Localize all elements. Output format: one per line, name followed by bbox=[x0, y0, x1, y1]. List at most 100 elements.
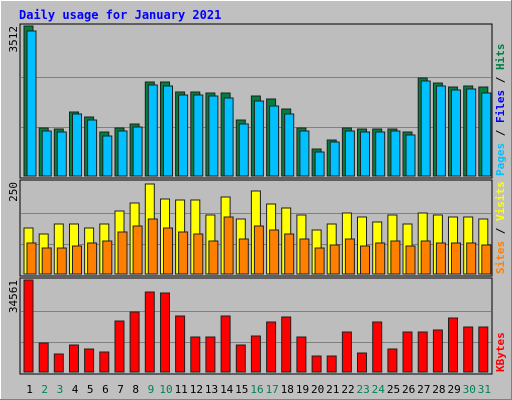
bar-sites-day-18 bbox=[284, 233, 295, 275]
bar-layer bbox=[23, 25, 492, 373]
bar-pages-day-13 bbox=[208, 95, 219, 177]
day-label-26: 26 bbox=[402, 383, 415, 396]
bar-sites-day-19 bbox=[299, 238, 310, 275]
bar-kbytes-day-22 bbox=[341, 331, 352, 373]
day-label-20: 20 bbox=[311, 383, 324, 396]
day-label-25: 25 bbox=[387, 383, 400, 396]
bar-pages-day-23 bbox=[360, 131, 370, 177]
day-label-3: 3 bbox=[57, 383, 64, 396]
bar-sites-day-29 bbox=[451, 242, 461, 275]
bar-sites-day-15 bbox=[238, 238, 249, 275]
bar-sites-day-6 bbox=[102, 240, 113, 275]
day-labels: 1 2 3 4 5 6 7 8 9 10 11 12 13 14 15 16 17 18 19 20 21 22 23 24 2… bbox=[26, 383, 491, 396]
bar-pages-day-2 bbox=[41, 130, 52, 177]
day-label-30: 30 bbox=[463, 383, 476, 396]
bar-sites-day-24 bbox=[375, 242, 386, 275]
bar-pages-day-5 bbox=[87, 119, 98, 177]
bar-kbytes-day-5 bbox=[84, 348, 95, 373]
bar-pages-day-12 bbox=[193, 94, 204, 177]
bar-kbytes-day-29 bbox=[448, 317, 458, 373]
bar-kbytes-day-11 bbox=[175, 315, 186, 373]
bar-pages-day-17 bbox=[269, 105, 280, 177]
bar-kbytes-day-25 bbox=[387, 348, 398, 373]
bar-kbytes-day-21 bbox=[326, 355, 337, 373]
bar-pages-day-28 bbox=[435, 85, 446, 177]
bar-sites-day-9 bbox=[147, 218, 158, 275]
bar-kbytes-day-23 bbox=[357, 352, 367, 373]
day-label-7: 7 bbox=[117, 383, 124, 396]
bar-sites-day-11 bbox=[178, 231, 189, 275]
chart-title: Daily usage for January 2021 bbox=[19, 8, 221, 22]
bar-pages-day-7 bbox=[117, 130, 128, 177]
top-panel-max-label: 3512 bbox=[7, 26, 20, 53]
bar-sites-day-8 bbox=[132, 225, 143, 275]
day-label-19: 19 bbox=[296, 383, 309, 396]
bar-sites-day-14 bbox=[223, 216, 234, 275]
bar-sites-day-31 bbox=[481, 244, 492, 275]
legend-bot: KBytes bbox=[494, 332, 507, 372]
legend-visits: Visits bbox=[494, 181, 507, 221]
bar-sites-day-27 bbox=[420, 240, 431, 275]
bar-sites-day-25 bbox=[390, 240, 401, 275]
bar-sites-day-17 bbox=[269, 229, 280, 275]
day-label-15: 15 bbox=[235, 383, 248, 396]
day-label-5: 5 bbox=[87, 383, 94, 396]
bar-sites-day-7 bbox=[117, 231, 128, 275]
bar-pages-day-31 bbox=[481, 92, 492, 177]
bar-kbytes-day-15 bbox=[235, 344, 246, 373]
bar-sites-day-10 bbox=[163, 227, 173, 275]
bar-sites-day-21 bbox=[329, 244, 340, 275]
day-label-6: 6 bbox=[102, 383, 109, 396]
bar-kbytes-day-27 bbox=[417, 331, 428, 373]
day-label-22: 22 bbox=[341, 383, 354, 396]
day-label-24: 24 bbox=[372, 383, 386, 396]
bar-pages-day-29 bbox=[451, 89, 461, 177]
day-label-27: 27 bbox=[417, 383, 430, 396]
legend-sep-2: / bbox=[494, 76, 507, 83]
bar-sites-day-22 bbox=[344, 238, 355, 275]
bar-pages-day-6 bbox=[102, 135, 113, 177]
bar-kbytes-day-14 bbox=[220, 315, 231, 373]
bar-sites-day-28 bbox=[435, 242, 446, 275]
bar-sites-day-26 bbox=[405, 245, 416, 275]
bar-kbytes-day-4 bbox=[69, 344, 79, 373]
bar-sites-day-5 bbox=[87, 242, 98, 275]
bar-kbytes-day-16 bbox=[250, 335, 261, 373]
legend-pages: Pages bbox=[494, 143, 507, 176]
bar-sites-day-4 bbox=[72, 245, 82, 275]
day-label-23: 23 bbox=[356, 383, 369, 396]
bar-kbytes-day-31 bbox=[478, 326, 489, 373]
legend-hits: Hits bbox=[494, 44, 507, 71]
bar-sites-day-13 bbox=[208, 240, 219, 275]
day-label-16: 16 bbox=[250, 383, 263, 396]
bar-pages-day-27 bbox=[420, 80, 431, 177]
legend-mid: Sites / Visits bbox=[494, 181, 507, 274]
bar-pages-day-1 bbox=[26, 30, 37, 177]
bar-pages-day-18 bbox=[284, 113, 295, 177]
legend-sites: Sites bbox=[494, 241, 507, 274]
bar-kbytes-day-19 bbox=[296, 336, 307, 373]
bar-pages-day-19 bbox=[299, 130, 310, 177]
bar-kbytes-day-8 bbox=[129, 311, 140, 373]
bar-pages-day-11 bbox=[178, 94, 189, 177]
bar-pages-day-20 bbox=[314, 151, 325, 177]
legend-top: Pages / Files / Hits bbox=[494, 44, 507, 177]
bar-pages-day-3 bbox=[56, 131, 67, 177]
bar-pages-day-14 bbox=[223, 97, 234, 177]
day-label-2: 2 bbox=[41, 383, 48, 396]
bar-pages-day-10 bbox=[163, 85, 173, 177]
day-label-11: 11 bbox=[175, 383, 188, 396]
bar-pages-day-24 bbox=[375, 131, 386, 177]
day-label-4: 4 bbox=[72, 383, 79, 396]
mid-panel-max-label: 250 bbox=[7, 182, 20, 202]
bar-sites-day-23 bbox=[360, 245, 370, 275]
day-label-14: 14 bbox=[220, 383, 234, 396]
bar-kbytes-day-24 bbox=[372, 321, 383, 373]
bar-pages-day-25 bbox=[390, 130, 401, 177]
bar-kbytes-day-2 bbox=[38, 342, 49, 373]
bar-sites-day-16 bbox=[253, 225, 264, 275]
legend-sep-3: / bbox=[494, 227, 507, 234]
day-label-18: 18 bbox=[281, 383, 294, 396]
day-label-8: 8 bbox=[132, 383, 139, 396]
